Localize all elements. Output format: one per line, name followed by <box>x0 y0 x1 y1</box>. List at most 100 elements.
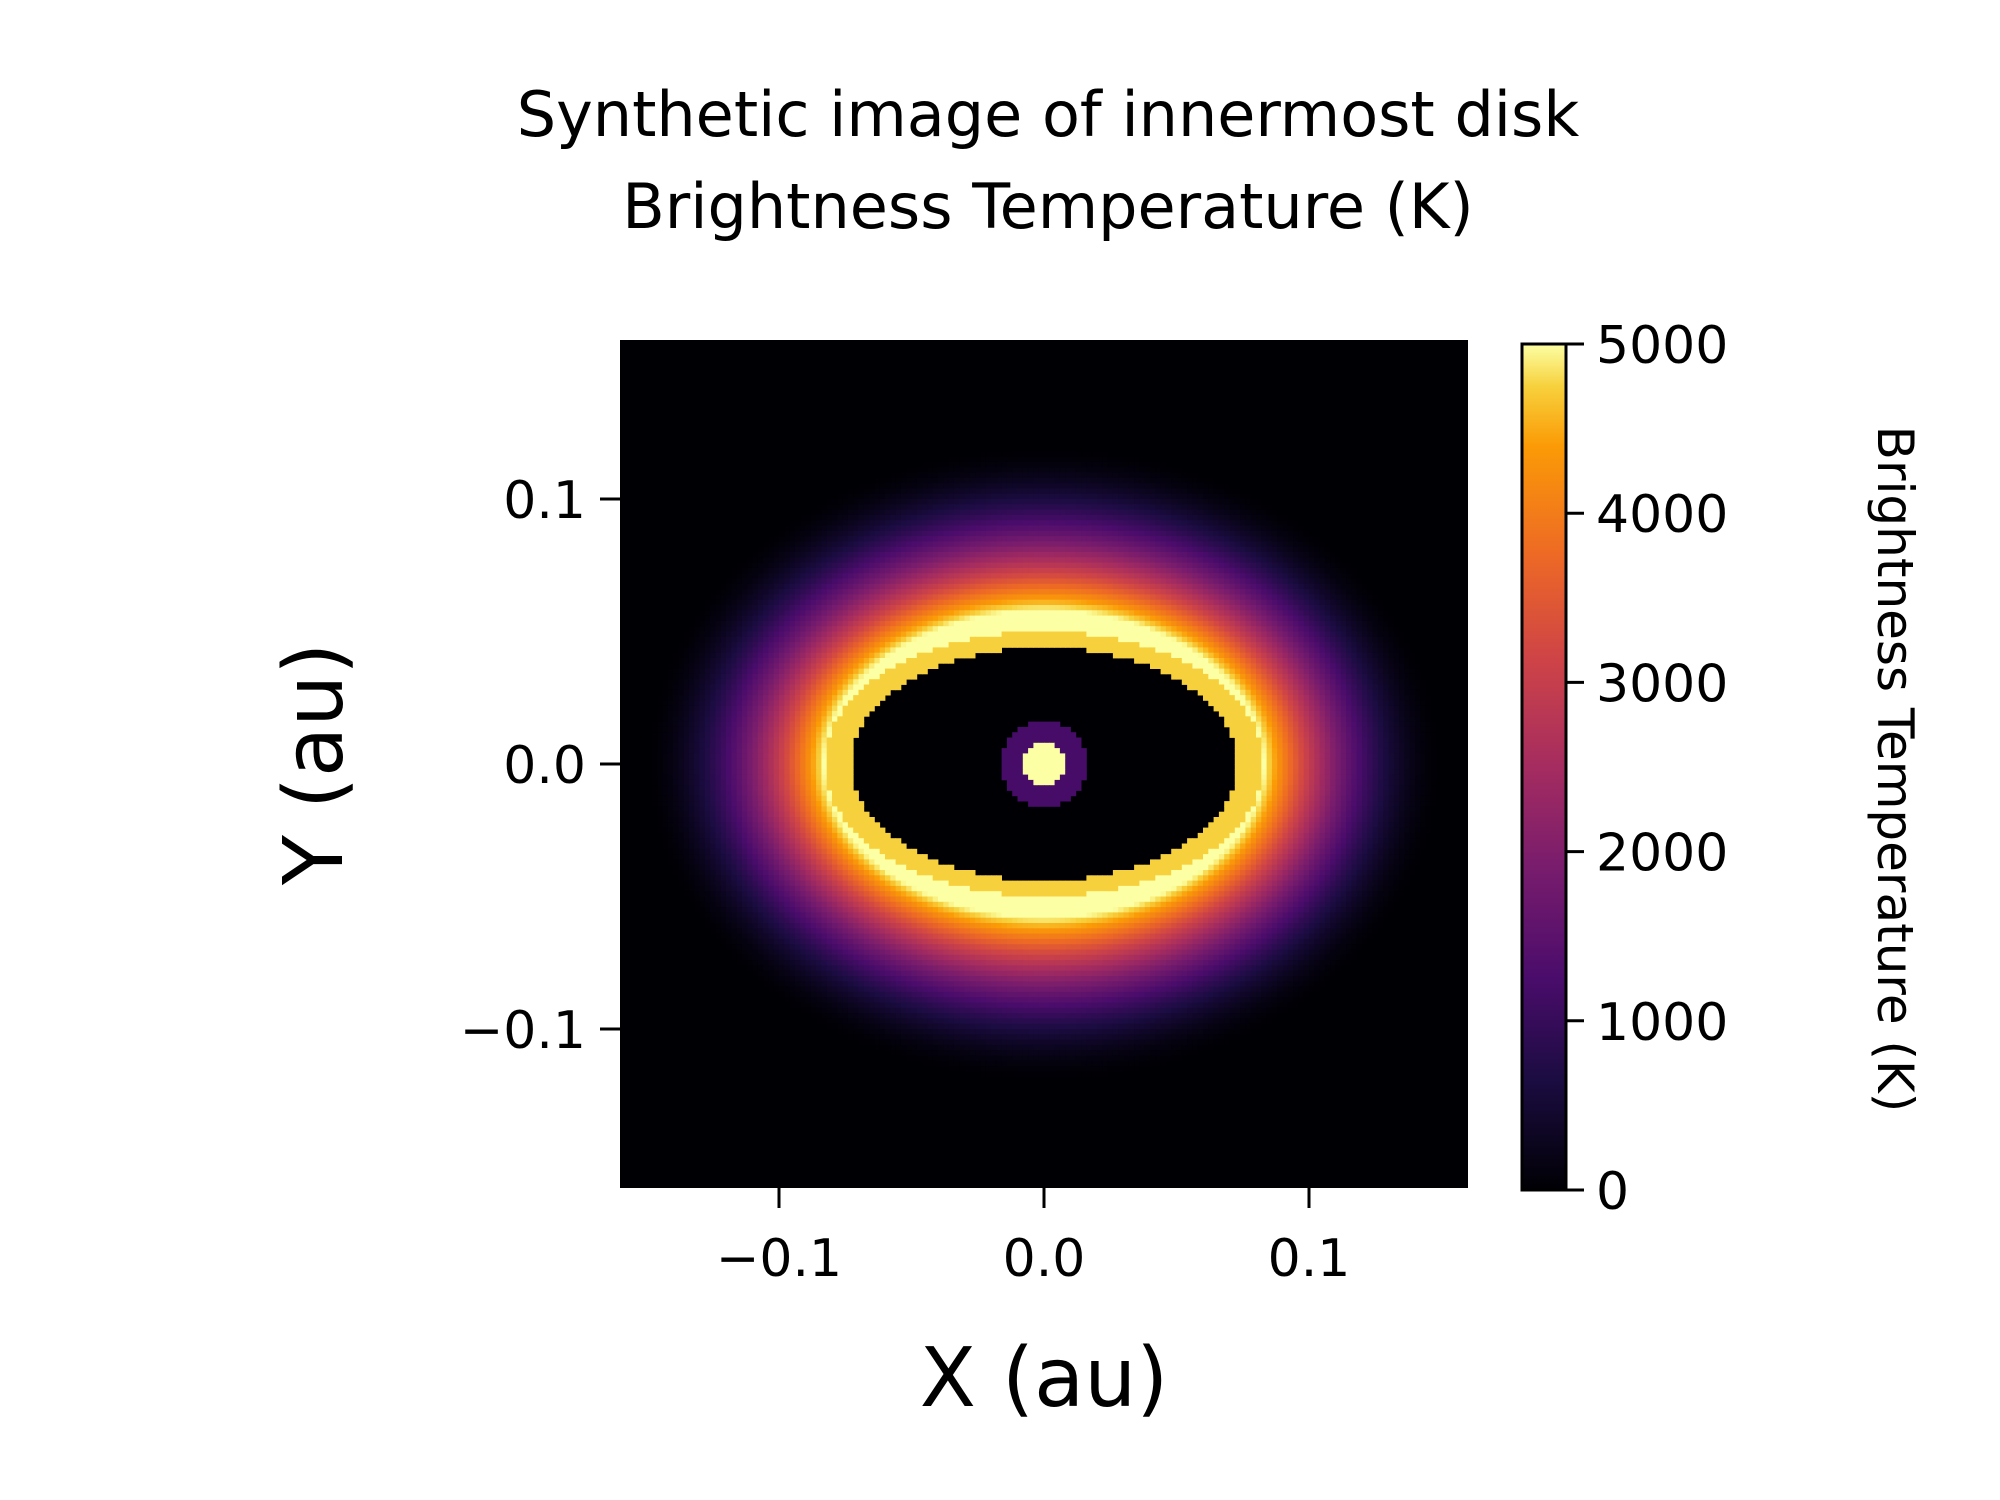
heatmap-cell <box>1213 705 1220 712</box>
heatmap-cell <box>858 689 865 696</box>
heatmap-cell <box>741 605 748 611</box>
heatmap-cell <box>1144 642 1151 648</box>
heatmap-cell <box>948 520 955 526</box>
heatmap-cell <box>869 483 875 489</box>
heatmap-cell <box>1165 493 1172 500</box>
heatmap-cell <box>1187 610 1193 616</box>
heatmap-cell <box>1049 451 1055 457</box>
heatmap-cell <box>731 610 737 616</box>
heatmap-cell <box>1245 499 1252 505</box>
heatmap-cell <box>784 626 790 632</box>
heatmap-cell <box>900 514 907 521</box>
heatmap-cell <box>1287 636 1294 643</box>
heatmap-cell <box>1059 552 1066 558</box>
heatmap-cell <box>1330 711 1336 717</box>
heatmap-cell <box>1266 663 1273 669</box>
heatmap-cell <box>1388 679 1395 685</box>
heatmap-cell <box>1102 477 1108 484</box>
heatmap-cell <box>1377 679 1384 685</box>
heatmap-cell <box>805 673 812 680</box>
heatmap-cell <box>1044 599 1050 606</box>
heatmap-cell <box>879 594 886 601</box>
heatmap-cell <box>1160 546 1167 553</box>
heatmap-cell <box>900 525 907 532</box>
heatmap-cell <box>1044 615 1050 622</box>
heatmap-cell <box>1293 546 1299 553</box>
heatmap-cell <box>816 514 822 521</box>
heatmap-cell <box>943 477 949 484</box>
heatmap-cell <box>1372 636 1379 643</box>
heatmap-cell <box>1256 552 1262 558</box>
heatmap-cell <box>842 620 849 627</box>
heatmap-cell <box>1351 689 1358 696</box>
heatmap-cell <box>996 504 1002 510</box>
heatmap-cell <box>1091 647 1098 654</box>
heatmap-cell <box>969 483 976 489</box>
heatmap-cell <box>1303 631 1310 638</box>
heatmap-cell <box>1001 467 1008 473</box>
heatmap-cell <box>927 626 934 632</box>
heatmap-cell <box>1022 504 1029 510</box>
heatmap-cell <box>1383 695 1389 701</box>
heatmap-cell <box>1160 589 1167 595</box>
heatmap-cell <box>1086 647 1093 654</box>
heatmap-cell <box>1330 567 1336 574</box>
heatmap-cell <box>1240 679 1246 685</box>
heatmap-cell <box>1346 567 1352 574</box>
heatmap-cell <box>1314 673 1320 680</box>
heatmap-cell <box>890 525 896 532</box>
heatmap-cell <box>1139 514 1146 521</box>
heatmap-cell <box>1351 631 1358 638</box>
heatmap-cell <box>1330 647 1336 654</box>
heatmap-cell <box>969 615 976 622</box>
heatmap-cell <box>731 605 737 611</box>
heatmap-cell <box>1229 605 1236 611</box>
heatmap-cell <box>996 483 1002 489</box>
heatmap-cell <box>1271 689 1278 696</box>
heatmap-cell <box>1367 689 1373 696</box>
heatmap-cell <box>1234 530 1241 537</box>
heatmap-cell <box>1356 599 1363 606</box>
heatmap-cell <box>1160 467 1167 473</box>
heatmap-cell <box>959 546 965 553</box>
heatmap-cell <box>1038 594 1045 601</box>
heatmap-cell <box>1203 642 1209 648</box>
heatmap-cell <box>715 615 722 622</box>
heatmap-cell <box>1303 647 1310 654</box>
heatmap-cell <box>1022 509 1029 516</box>
heatmap-cell <box>1314 695 1320 701</box>
heatmap-cell <box>847 631 854 638</box>
heatmap-cell <box>922 626 928 632</box>
heatmap-cell <box>1203 673 1209 680</box>
heatmap-cell <box>1266 541 1273 548</box>
heatmap-cell <box>1118 472 1124 479</box>
heatmap-cell <box>1309 573 1315 579</box>
heatmap-cell <box>704 652 711 659</box>
heatmap-cell <box>1181 668 1188 675</box>
heatmap-cell <box>832 499 838 505</box>
heatmap-cell <box>890 626 896 632</box>
heatmap-cell <box>1187 684 1193 691</box>
heatmap-cell <box>1213 599 1220 606</box>
heatmap-cell <box>763 658 769 664</box>
heatmap-cell <box>1139 652 1146 659</box>
heatmap-cell <box>980 567 987 574</box>
heatmap-cell <box>821 663 828 669</box>
heatmap-cell <box>826 562 833 569</box>
heatmap-cell <box>1102 599 1108 606</box>
heatmap-cell <box>895 477 902 484</box>
heatmap-cell <box>1150 499 1156 505</box>
heatmap-cell <box>964 520 971 526</box>
heatmap-cell <box>959 626 965 632</box>
heatmap-cell <box>874 668 881 675</box>
heatmap-cell <box>1075 461 1082 468</box>
heatmap-cell <box>938 599 944 606</box>
heatmap-cell <box>1065 477 1071 484</box>
heatmap-cell <box>1383 652 1389 659</box>
heatmap-cell <box>1006 514 1013 521</box>
heatmap-cell <box>736 642 743 648</box>
heatmap-cell <box>773 631 780 638</box>
heatmap-cell <box>1293 636 1299 643</box>
heatmap-cell <box>1303 610 1310 616</box>
heatmap-cell <box>1229 530 1236 537</box>
